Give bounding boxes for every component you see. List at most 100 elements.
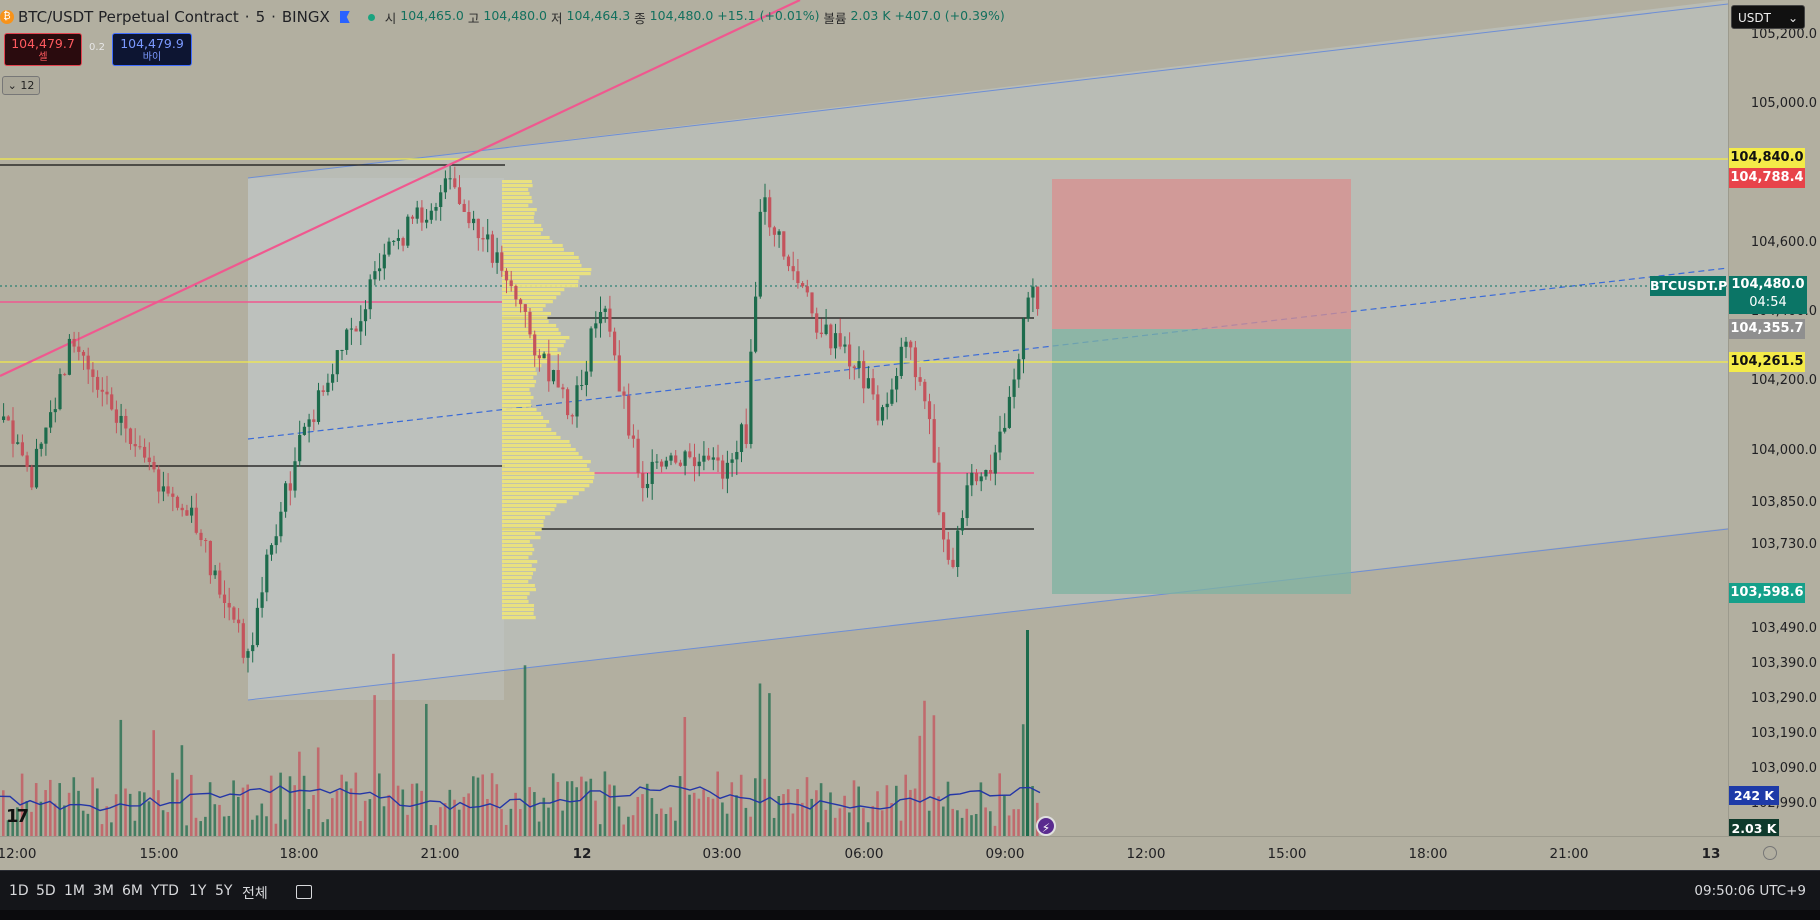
bar-countdown: 04:54	[1749, 295, 1787, 310]
range-6m[interactable]: 6M	[122, 883, 143, 899]
time-label: 13	[1701, 846, 1721, 862]
candle	[801, 283, 805, 287]
volume-bar	[265, 816, 268, 836]
candle	[265, 554, 269, 593]
volume-bar	[128, 793, 132, 836]
clock[interactable]: 09:50:06 UTC+9	[1694, 883, 1806, 899]
time-axis[interactable]: 12:00 15:00 18:00 21:00 12 03:00 06:00 09:00 12:…	[0, 836, 1820, 871]
settings-icon[interactable]	[1763, 846, 1777, 860]
chart-canvas[interactable]	[0, 0, 1728, 836]
candle	[20, 442, 24, 456]
channel-mid-line	[247, 267, 1728, 440]
candle	[645, 483, 650, 489]
range-1y[interactable]: 1Y	[189, 883, 207, 899]
volume-profile-bar	[502, 488, 585, 492]
volume-bar	[782, 794, 785, 836]
volume-profile-bar	[502, 524, 544, 528]
volume-bar	[951, 808, 954, 836]
volume-bar	[359, 821, 362, 836]
volume-profile-bar	[502, 572, 533, 576]
candle	[284, 483, 288, 512]
volume-bar	[895, 785, 898, 836]
candle	[434, 206, 438, 211]
volume-profile-bar	[502, 364, 542, 368]
volume-bar	[1031, 786, 1034, 836]
volume-bar	[763, 778, 766, 836]
currency-select[interactable]: USDT ⌄	[1731, 5, 1805, 29]
volume-profile-bar	[502, 428, 552, 432]
volume-bar	[636, 796, 640, 836]
tradingview-logo-icon[interactable]: 17	[6, 806, 29, 827]
volume-profile-bar	[502, 600, 529, 604]
volume-bar	[138, 791, 141, 836]
price-tag-yellow-bottom: 104,261.5	[1729, 352, 1805, 372]
chart-area[interactable]: ₿ BTC/USDT Perpetual Contract · 5 · BING…	[0, 0, 1728, 836]
volume-bar	[989, 811, 992, 836]
close-label: 종	[634, 10, 646, 26]
candle	[523, 304, 527, 312]
candle	[180, 507, 184, 511]
candle	[1012, 379, 1016, 397]
volume-bar	[866, 822, 870, 836]
price-label: 103,730.0	[1750, 537, 1817, 552]
range-3m[interactable]: 3M	[93, 883, 114, 899]
volume-bar	[114, 794, 118, 836]
candle	[744, 424, 748, 444]
low-value: 104,464.3	[566, 7, 631, 23]
price-label: 103,390.0	[1750, 656, 1817, 671]
volume-profile-bar	[502, 220, 535, 224]
candle	[768, 197, 772, 228]
candle	[504, 270, 509, 281]
price-label: 103,290.0	[1750, 691, 1817, 706]
volume-bar	[77, 790, 80, 836]
candle	[213, 570, 217, 576]
range-1m[interactable]: 1M	[64, 883, 85, 899]
volume-bar	[537, 821, 541, 836]
time-label: 12	[572, 846, 592, 862]
candle	[373, 271, 377, 280]
volume-profile-bar	[502, 196, 532, 200]
volume-bar	[143, 792, 146, 836]
sell-button[interactable]: 104,479.7 셀	[4, 33, 82, 66]
volume-bar	[918, 735, 922, 836]
candle	[1007, 396, 1011, 428]
interval[interactable]: 5	[255, 8, 266, 26]
candle	[157, 469, 161, 492]
buy-label: 바이	[142, 52, 162, 63]
date-range-icon[interactable]	[296, 885, 312, 899]
candle	[124, 415, 128, 429]
range-all[interactable]: 전체	[242, 886, 268, 902]
indicator-collapse-button[interactable]: ⌄ 12	[2, 76, 40, 95]
high-label: 고	[467, 10, 480, 26]
candle	[777, 231, 781, 235]
open-value: 104,465.0	[400, 7, 464, 23]
volume-bar	[603, 771, 607, 836]
sell-price: 104,479.7	[11, 36, 75, 51]
flag-icon[interactable]	[339, 11, 350, 23]
lightning-icon[interactable]: ⚡	[1036, 816, 1056, 836]
range-1d[interactable]: 1D	[9, 883, 29, 899]
time-label: 21:00	[420, 846, 460, 862]
volume-bar	[335, 790, 339, 836]
price-axis[interactable]: 105,200.0105,000.0104,600.0104,400.0104,…	[1728, 0, 1820, 836]
volume-profile-bar	[502, 496, 573, 500]
range-5d[interactable]: 5D	[36, 883, 56, 899]
volume-profile-bar	[502, 348, 558, 352]
buy-button[interactable]: 104,479.9 바이	[112, 33, 192, 66]
volume-profile-bar	[502, 224, 542, 228]
volume-bar	[396, 785, 400, 836]
volume-profile-bar	[502, 200, 533, 204]
volume-bar	[72, 777, 76, 836]
volume-bar	[923, 700, 926, 836]
bottom-strip	[0, 910, 1820, 920]
symbol-name[interactable]: BTC/USDT Perpetual Contract	[18, 8, 239, 26]
candle	[457, 187, 462, 204]
volume-profile-bar	[502, 188, 529, 192]
volume-bar	[815, 790, 818, 836]
volume-profile-bar	[502, 288, 565, 292]
candle	[251, 645, 255, 652]
range-ytd[interactable]: YTD	[151, 883, 179, 899]
volume-profile-bar	[502, 540, 530, 544]
range-5y[interactable]: 5Y	[215, 883, 233, 899]
time-label: 21:00	[1549, 846, 1589, 862]
